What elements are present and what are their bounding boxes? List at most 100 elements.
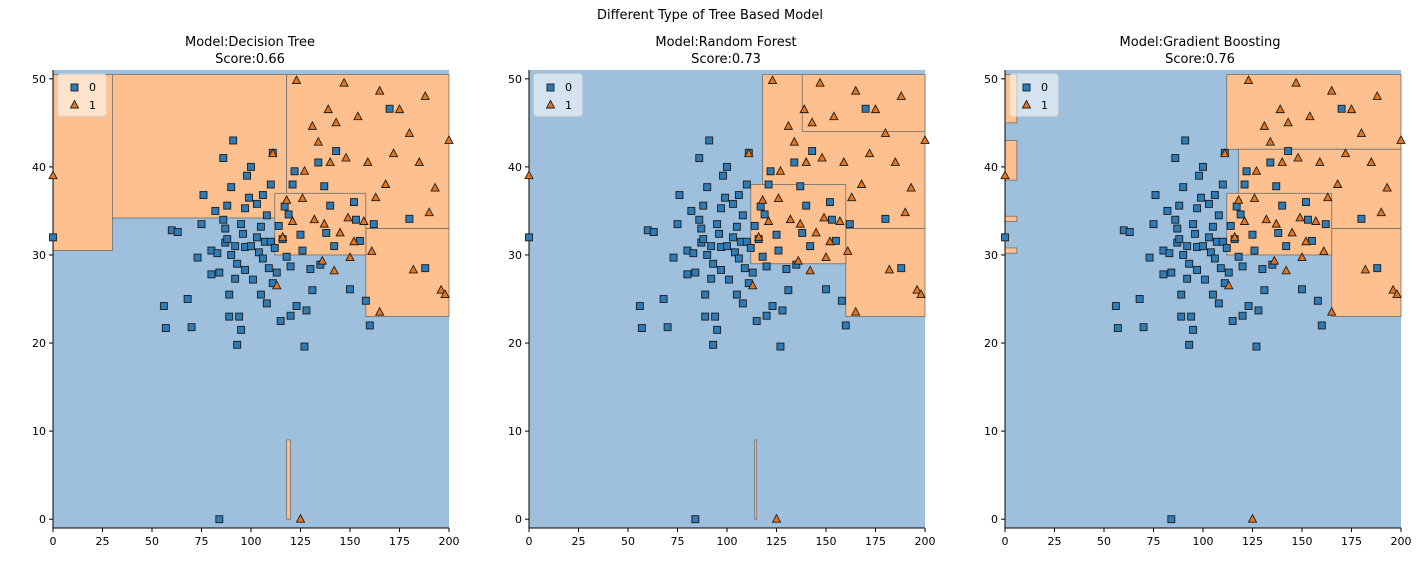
x-tick-label: 0 (1002, 535, 1009, 548)
point-class-1 (363, 157, 373, 166)
point-class-0 (1218, 237, 1227, 246)
point-class-0 (717, 265, 726, 274)
point-class-0 (758, 252, 767, 261)
point-class-0 (290, 167, 299, 176)
point-class-0 (49, 233, 57, 242)
point-class-1 (771, 513, 782, 523)
point-class-0 (709, 259, 718, 268)
point-class-1 (1322, 192, 1333, 202)
point-class-1 (850, 306, 861, 316)
x-tick-label: 25 (572, 535, 586, 548)
point-class-1 (319, 218, 330, 228)
x-tick-label: 125 (290, 535, 311, 548)
point-class-0 (276, 317, 285, 325)
point-class-0 (252, 233, 261, 242)
legend-marker-class-1 (1021, 99, 1032, 109)
point-class-0 (332, 147, 341, 155)
point-class-0 (1234, 252, 1243, 261)
point-class-0 (282, 252, 291, 261)
y-tick-label: 50 (32, 73, 46, 86)
point-class-0 (776, 342, 785, 351)
y-tick-label: 30 (32, 249, 46, 262)
point-class-1 (801, 157, 811, 166)
point-class-0 (766, 167, 775, 176)
legend: 01 (533, 73, 583, 117)
point-class-1 (323, 104, 333, 114)
point-class-1 (795, 218, 806, 228)
point-class-0 (1197, 193, 1205, 202)
point-class-0 (320, 182, 329, 191)
point-class-0 (286, 311, 295, 320)
x-tick-label: 25 (1048, 535, 1062, 548)
point-class-0 (197, 220, 206, 229)
point-class-0 (1258, 265, 1267, 274)
point-class-1 (807, 117, 817, 127)
y-tick-label: 10 (508, 425, 522, 438)
point-class-0 (802, 201, 811, 210)
point-class-0 (1125, 228, 1134, 237)
chart-title: Model:Random Forest (655, 35, 796, 50)
point-class-0 (314, 158, 323, 167)
point-class-0 (746, 243, 755, 252)
point-class-0 (1179, 251, 1188, 259)
point-class-1 (1332, 179, 1343, 188)
point-class-1 (1220, 148, 1230, 158)
point-class-0 (227, 183, 236, 192)
region-class-1 (286, 439, 292, 520)
y-tick-label: 10 (984, 425, 998, 438)
point-class-1 (1243, 75, 1254, 85)
point-class-0 (1284, 147, 1293, 155)
point-class-1 (1295, 212, 1305, 222)
point-class-1 (424, 207, 434, 217)
point-class-0 (719, 171, 727, 180)
point-class-0 (262, 211, 271, 220)
point-class-1 (430, 182, 440, 192)
point-class-0 (1175, 201, 1184, 210)
point-class-1 (775, 165, 786, 175)
point-class-0 (1151, 191, 1160, 200)
point-class-0 (705, 136, 714, 145)
point-class-0 (806, 242, 815, 251)
legend-marker-class-0 (1022, 83, 1031, 92)
point-class-0 (750, 221, 759, 230)
point-class-0 (687, 206, 696, 215)
point-class-0 (247, 242, 255, 251)
legend-marker-class-0 (546, 83, 555, 92)
point-class-0 (798, 228, 807, 237)
point-class-0 (266, 180, 275, 189)
point-class-1 (1340, 148, 1351, 158)
point-class-1 (829, 111, 839, 121)
point-class-1 (1269, 255, 1280, 265)
point-class-1 (341, 152, 351, 162)
point-class-0 (725, 275, 733, 284)
point-class-1 (819, 212, 829, 222)
y-tick-label: 0 (515, 513, 522, 526)
point-class-0 (233, 340, 242, 349)
y-tick-label: 50 (984, 73, 998, 86)
point-class-1 (420, 90, 430, 100)
point-class-0 (1171, 154, 1180, 163)
point-class-1 (747, 280, 758, 290)
point-class-1 (309, 214, 320, 224)
x-tick-label: 100 (1193, 535, 1214, 548)
point-class-1 (1271, 218, 1282, 228)
point-class-0 (760, 210, 769, 219)
point-class-0 (1216, 264, 1225, 273)
point-class-1 (335, 227, 345, 237)
point-class-0 (752, 317, 761, 325)
point-class-0 (286, 262, 295, 271)
point-class-0 (292, 302, 301, 310)
point-class-1 (281, 194, 292, 204)
point-class-1 (374, 306, 385, 316)
x-tick-label: 175 (389, 535, 410, 548)
point-class-0 (1357, 214, 1366, 223)
point-class-0 (1278, 201, 1287, 210)
point-class-1 (307, 120, 318, 130)
point-class-1 (48, 170, 58, 180)
legend-label-class-1: 1 (1041, 99, 1048, 112)
point-class-0 (262, 299, 271, 308)
point-class-0 (740, 264, 749, 273)
legend-box (57, 73, 107, 117)
point-class-0 (1210, 191, 1219, 200)
point-class-0 (748, 268, 757, 277)
